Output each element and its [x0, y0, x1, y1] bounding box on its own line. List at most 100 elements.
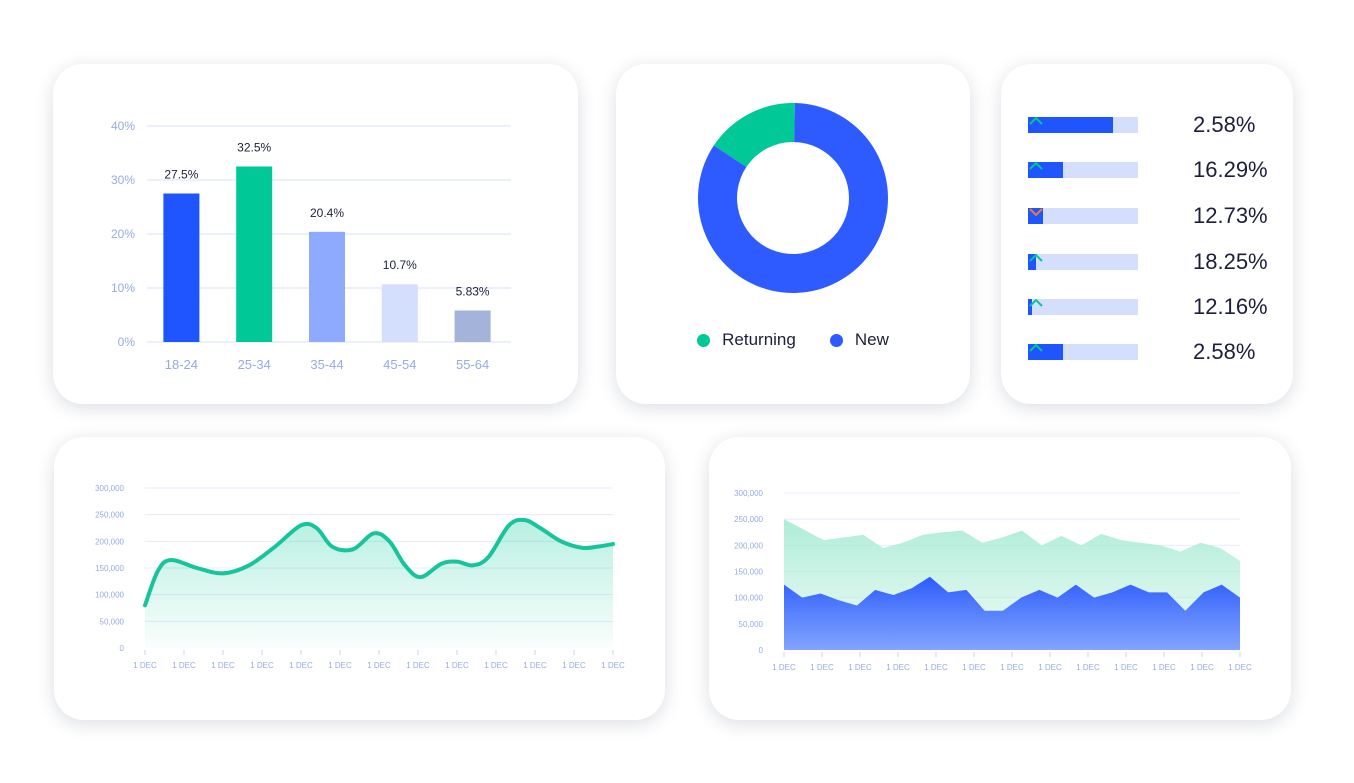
- line-xtick-label: 1 DEC: [133, 661, 157, 670]
- progress-fill: [1028, 299, 1032, 315]
- area-ytick-label: 200,000: [734, 541, 763, 550]
- legend-label-returning: Returning: [722, 330, 796, 349]
- line-ytick-label: 100,000: [95, 591, 124, 600]
- area-xtick-label: 1 DEC: [1152, 663, 1176, 672]
- area-xtick-label: 1 DEC: [772, 663, 796, 672]
- area-ytick-label: 100,000: [734, 594, 763, 603]
- progress-value: 18.25%: [1193, 249, 1268, 274]
- line-xtick-label: 1 DEC: [328, 661, 352, 670]
- line-ytick-label: 200,000: [95, 537, 124, 546]
- line-series: [143, 517, 615, 608]
- age-bar-chart-card: 0% 10% 20% 30% 40% 27.5% 18-24 32.5% 25-34 20.4% 3…: [53, 64, 578, 404]
- bar-value-label: 32.5%: [237, 141, 271, 155]
- line-xtick-label: 1 DEC: [523, 661, 547, 670]
- progress-track: [1028, 117, 1138, 133]
- line-xtick-label: 1 DEC: [445, 661, 469, 670]
- progress-row: 18.25%: [1028, 249, 1268, 274]
- donut-slice-new: [698, 103, 888, 293]
- bar-xtick-label: 55-64: [456, 357, 489, 372]
- area-xtick-label: 1 DEC: [848, 663, 872, 672]
- bar-value-label: 5.83%: [456, 285, 490, 299]
- legend-label-new: New: [854, 330, 889, 349]
- chevron-up-icon: [1029, 161, 1176, 178]
- bar-ytick-label: 40%: [111, 119, 135, 133]
- chevron-stroke: [1029, 208, 1043, 217]
- progress-row: 12.16%: [1028, 294, 1268, 319]
- bar-55-64: [454, 310, 491, 342]
- area-chart-card: 0 50,000 100,000 150,000 200,000 250,000 300,0…: [709, 437, 1291, 720]
- chevron-stroke: [1029, 116, 1043, 125]
- progress-fill: [1028, 162, 1064, 178]
- bar-ytick-label: 20%: [111, 227, 135, 241]
- chevron-up-icon: [1029, 343, 1176, 360]
- area-xtick-label: 1 DEC: [1114, 663, 1138, 672]
- bar-xtick-label: 18-24: [165, 357, 198, 372]
- area-xtick-label: 1 DEC: [1038, 663, 1062, 672]
- area-xtick-label: 1 DEC: [1076, 663, 1100, 672]
- progress-row: 12.73%: [1028, 203, 1268, 228]
- area-ytick-label: 300,000: [734, 489, 763, 498]
- chevron-up-icon: [1029, 253, 1176, 270]
- area-xtick-label: 1 DEC: [962, 663, 986, 672]
- progress-value: 2.58%: [1193, 339, 1256, 364]
- chevron-stroke: [1029, 253, 1043, 262]
- bar-35-44: [309, 231, 345, 342]
- progress-track: [1028, 344, 1138, 360]
- bar-xtick-label: 45-54: [383, 357, 416, 372]
- chevron-down-glyph: [1029, 208, 1043, 217]
- line-xtick-label: 1 DEC: [562, 661, 586, 670]
- progress-row: 2.58%: [1028, 112, 1255, 137]
- chevron-down-icon: [1029, 208, 1176, 224]
- progress-fill: [1028, 254, 1036, 270]
- area-ytick-label: 150,000: [734, 568, 763, 577]
- progress-track: [1028, 299, 1138, 315]
- age-bar-chart: 0% 10% 20% 30% 40% 27.5% 18-24 32.5% 25-34 20.4% 3…: [111, 119, 511, 372]
- legend-dot-returning: [697, 333, 711, 347]
- line-chart: 0 50,000 100,000 150,000 200,000 250,000 300,0…: [95, 484, 625, 670]
- bar-45-54: [381, 284, 418, 342]
- area-ytick-label: 50,000: [739, 620, 764, 629]
- area-xtick-label: 1 DEC: [924, 663, 948, 672]
- area-xtick-label: 1 DEC: [1190, 663, 1214, 672]
- line-chart-card: 0 50,000 100,000 150,000 200,000 250,000 300,0…: [54, 437, 665, 720]
- legend-dot-new: [829, 333, 843, 347]
- line-xtick-label: 1 DEC: [406, 661, 430, 670]
- donut-legend: Returning New: [616, 330, 970, 350]
- progress-row: 16.29%: [1028, 157, 1268, 182]
- progress-track: [1028, 162, 1138, 178]
- bar-ytick-label: 30%: [111, 173, 135, 187]
- bar-xtick-label: 25-34: [238, 357, 271, 372]
- bar-18-24: [163, 193, 200, 342]
- line-xtick-label: 1 DEC: [601, 661, 625, 670]
- legend-item-new: New: [829, 330, 889, 350]
- line-ytick-label: 150,000: [95, 564, 124, 573]
- progress-value: 2.58%: [1193, 112, 1256, 137]
- area-xtick-label: 1 DEC: [1000, 663, 1024, 672]
- line-xtick-label: 1 DEC: [250, 661, 274, 670]
- chevron-up-glyph: [1029, 116, 1043, 125]
- chevron-up-glyph: [1029, 298, 1043, 307]
- progress-value: 16.29%: [1193, 157, 1268, 182]
- area-chart: 0 50,000 100,000 150,000 200,000 250,000 300,0…: [734, 489, 1252, 672]
- line-xtick-label: 1 DEC: [211, 661, 235, 670]
- line-ytick-label: 250,000: [95, 511, 124, 520]
- line-xtick-label: 1 DEC: [172, 661, 196, 670]
- bar-xtick-label: 35-44: [310, 357, 343, 372]
- bar-value-label: 20.4%: [310, 206, 344, 220]
- line-xtick-label: 1 DEC: [289, 661, 313, 670]
- bar-value-label: 10.7%: [383, 258, 417, 272]
- area-xtick-label: 1 DEC: [886, 663, 910, 672]
- line-area-fill: [145, 519, 613, 648]
- legend-item-returning: Returning: [697, 330, 796, 350]
- line-ytick-label: 50,000: [100, 617, 125, 626]
- chevron-stroke: [1029, 343, 1043, 352]
- progress-fill: [1028, 344, 1064, 360]
- area-xtick-label: 1 DEC: [1228, 663, 1252, 672]
- visitors-donut-card: Returning New: [616, 64, 970, 404]
- progress-list-card: 2.58% 16.29% 12.73% 18.25% 12.16% 2.58%: [1001, 64, 1293, 404]
- progress-track: [1028, 254, 1138, 270]
- line-xtick-label: 1 DEC: [367, 661, 391, 670]
- progress-value: 12.73%: [1193, 203, 1268, 228]
- progress-value: 12.16%: [1193, 294, 1268, 319]
- chevron-up-icon: [1029, 298, 1176, 315]
